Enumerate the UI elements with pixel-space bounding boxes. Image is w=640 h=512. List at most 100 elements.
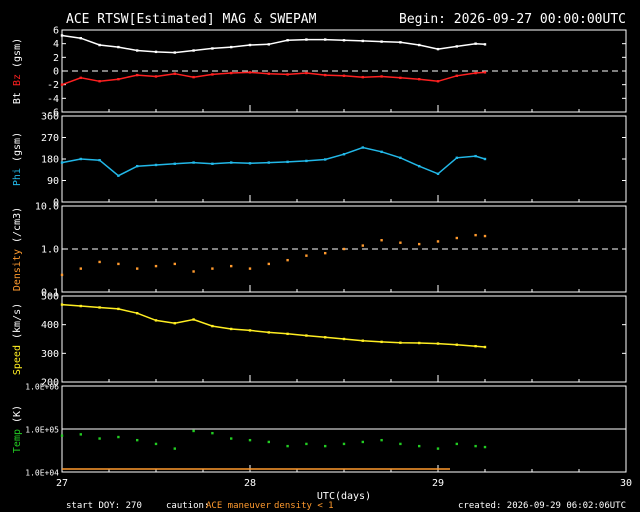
speed-point-speed <box>418 341 421 345</box>
temp-point-temp <box>474 444 477 448</box>
phi-point-phi <box>342 153 346 156</box>
temp-point-temp <box>248 438 252 442</box>
density-point-density <box>305 254 308 257</box>
phi-ytick-label: 360 <box>41 112 59 123</box>
speed-point-speed <box>361 339 364 342</box>
temp-point-temp <box>455 442 458 446</box>
phi-frame <box>61 115 627 203</box>
begin-time: Begin: 2026-09-27 00:00:00UTC <box>399 12 626 27</box>
density-point-density <box>418 242 421 246</box>
density-point-density <box>483 234 487 238</box>
phi-point-phi <box>455 156 458 160</box>
magnetic-field-point-bt <box>211 47 214 50</box>
density-ytick-label: 0.1 <box>41 288 59 299</box>
density-point-density <box>230 264 233 268</box>
speed-point-speed <box>192 318 195 321</box>
magnetic-field-ylabel-part: Bz <box>12 74 23 92</box>
magnetic-field-point-bz <box>286 73 289 76</box>
magnetic-field-point-bt <box>361 39 364 43</box>
phi-point-phi <box>98 158 101 162</box>
x-tick-label: 29 <box>432 478 444 489</box>
temp-point-temp <box>342 442 346 446</box>
x-tick-label: 30 <box>620 478 632 489</box>
magnetic-field-point-bt <box>230 45 233 49</box>
temp-point-temp <box>361 440 364 444</box>
caution-label: caution: <box>166 501 209 511</box>
speed-ylabel-part: (km/s) <box>12 303 23 345</box>
temp-point-temp <box>192 429 195 433</box>
phi-point-phi <box>380 150 383 154</box>
speed-point-speed <box>286 332 289 336</box>
magnetic-field-ytick-label: 2 <box>53 53 59 64</box>
speed-point-speed <box>380 340 383 344</box>
phi-ytick-label: 90 <box>47 176 59 187</box>
magnetic-field-ytick-label: 6 <box>53 26 59 37</box>
start-doy: start DOY: 270 <box>66 501 142 511</box>
speed-ytick-label: 500 <box>41 292 59 303</box>
temp-point-temp <box>399 442 402 446</box>
temp-ytick-label: 1.0E+05 <box>25 426 59 435</box>
temp-point-temp <box>136 438 139 442</box>
speed-point-speed <box>154 319 158 322</box>
phi-point-phi <box>399 156 402 160</box>
density-point-density <box>474 233 477 237</box>
density-point-density <box>267 262 270 266</box>
temp-point-temp <box>380 438 383 442</box>
temp-point-temp <box>98 437 101 440</box>
magnetic-field-series-bt <box>61 34 486 54</box>
phi-point-phi <box>286 160 289 164</box>
phi-point-phi <box>60 161 64 164</box>
density-point-density <box>399 241 402 244</box>
phi-point-phi <box>267 161 270 164</box>
magnetic-field-point-bt <box>342 39 346 42</box>
magnetic-field-point-bz <box>154 75 158 78</box>
phi-ylabel-part: Phi <box>12 168 23 186</box>
phi-point-phi <box>305 159 308 163</box>
temp-ylabel-part: Temp <box>12 429 23 453</box>
magnetic-field-point-bt <box>117 45 120 49</box>
magnetic-field-point-bt <box>173 51 176 54</box>
speed-ylabel: Speed (km/s) <box>12 303 23 375</box>
magnetic-field-point-bz <box>192 75 195 79</box>
speed-point-speed <box>117 307 120 311</box>
phi-series-phi <box>61 146 486 177</box>
phi-point-phi <box>248 162 252 165</box>
density-point-density <box>380 239 383 242</box>
magnetic-field-ylabel: Bt Bz (gsm) <box>12 38 23 104</box>
phi-ytick-label: 270 <box>41 133 59 144</box>
magnetic-field-point-bt <box>286 39 289 42</box>
temp-point-temp <box>230 437 233 440</box>
temp-point-temp <box>211 431 214 435</box>
density-point-density <box>117 262 120 266</box>
temp-point-temp <box>305 442 308 446</box>
magnetic-field-ytick-label: -2 <box>47 80 59 91</box>
density-note: density < 1 <box>274 501 334 511</box>
magnetic-field-point-bz <box>474 71 477 75</box>
temp-point-temp <box>418 444 421 448</box>
magnetic-field-point-bz <box>418 78 421 81</box>
density-ylabel-part: (/cm3) <box>12 207 23 249</box>
temp-panel: 1.0E+06 1.0E+05 1.0E+04 Temp (K) <box>12 383 627 478</box>
magnetic-field-point-bt <box>474 42 477 45</box>
magnetic-field-point-bt <box>324 38 327 41</box>
chart-title: ACE RTSW[Estimated] MAG & SWEPAM <box>66 12 317 27</box>
magnetic-field-point-bt <box>60 34 64 37</box>
phi-point-phi <box>324 158 327 161</box>
phi-point-phi <box>483 157 487 161</box>
temp-point-temp <box>60 434 64 437</box>
speed-point-speed <box>324 336 327 339</box>
magnetic-field-point-bz <box>361 75 364 79</box>
magnetic-field-point-bz <box>79 76 82 80</box>
magnetic-field-point-bz <box>98 80 101 83</box>
density-ylabel-part: Density <box>12 249 23 291</box>
magnetic-field-ytick-label: 0 <box>53 67 59 78</box>
magnetic-field-point-bz <box>436 80 440 83</box>
density-point-density <box>192 270 195 273</box>
phi-point-phi <box>474 154 477 158</box>
density-ylabel: Density (/cm3) <box>12 207 23 291</box>
magnetic-field-point-bt <box>455 45 458 48</box>
density-point-density <box>361 244 364 247</box>
magnetic-field-point-bz <box>305 71 308 75</box>
temp-point-temp <box>324 444 327 448</box>
